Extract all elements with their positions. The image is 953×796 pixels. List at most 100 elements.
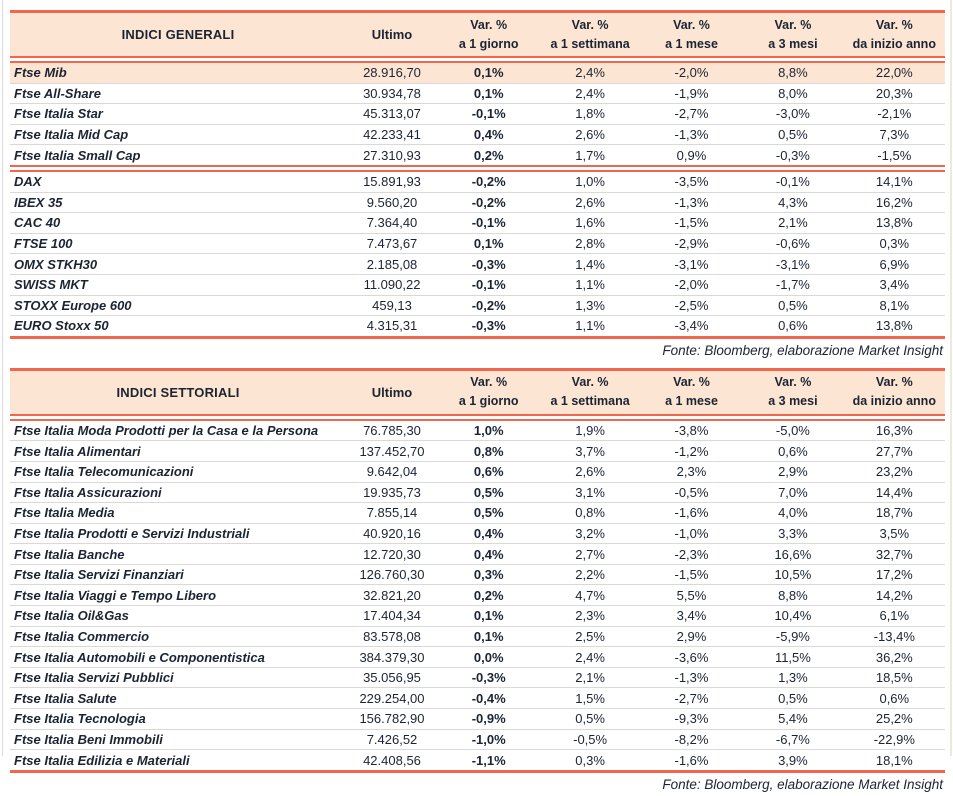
var-percent-value: 4,7% bbox=[575, 587, 605, 603]
column-header-var-1w: Var. % a 1 settimana bbox=[539, 373, 640, 411]
table-row: IBEX 35 9.560,20 -0,2% 2,6% -1,3% 4,3% 16,2% bbox=[10, 192, 945, 214]
column-header-line1: Var. % bbox=[875, 17, 913, 32]
var-percent-value: -3,1% bbox=[775, 256, 810, 272]
var-percent-value: 5,4% bbox=[778, 711, 808, 727]
var-percent-value: 1,6% bbox=[575, 215, 605, 231]
var-percent-value: 18,5% bbox=[875, 670, 913, 686]
var-percent-value: 8,8% bbox=[778, 65, 808, 81]
var-percent-value: 3,7% bbox=[575, 443, 605, 459]
table-row: Ftse Italia Beni Immobili 7.426,52 -1,0% -0… bbox=[10, 729, 945, 751]
ultimo-value: 35.056,95 bbox=[363, 670, 421, 686]
ultimo-value: 17.404,34 bbox=[363, 608, 421, 624]
ultimo-value: 40.920,16 bbox=[363, 525, 421, 541]
column-header-line1: Var. % bbox=[875, 375, 913, 390]
ultimo-value: 4.315,31 bbox=[366, 318, 418, 334]
var-percent-value: -1,6% bbox=[674, 505, 709, 521]
ultimo-value: 9.560,20 bbox=[366, 194, 418, 210]
var-percent-value: 7,0% bbox=[778, 484, 808, 500]
column-header-var-3m: Var. % a 3 mesi bbox=[742, 373, 843, 411]
index-name: EURO Stoxx 50 bbox=[14, 318, 109, 334]
index-name: DAX bbox=[14, 174, 42, 190]
var-percent-value: 0,6% bbox=[778, 443, 808, 459]
column-header-var-3m: Var. % a 3 mesi bbox=[742, 16, 843, 54]
ultimo-value: 15.891,93 bbox=[363, 174, 421, 190]
var-percent-value: -3,8% bbox=[674, 423, 709, 439]
var-percent-value: 0,1% bbox=[473, 236, 504, 252]
var-percent-value: 0,2% bbox=[473, 587, 504, 603]
var-percent-value: -2,0% bbox=[674, 65, 709, 81]
var-percent-value: 4,3% bbox=[778, 194, 808, 210]
var-percent-value: -1,3% bbox=[674, 127, 709, 143]
index-name: Ftse Italia Commercio bbox=[14, 628, 150, 644]
var-percent-value: 6,9% bbox=[879, 256, 910, 272]
table-row: Ftse Italia Commercio 83.578,08 0,1% 2,5% 2,… bbox=[10, 626, 945, 648]
index-name: Ftse Italia Star bbox=[14, 106, 103, 122]
var-percent-value: 5,5% bbox=[676, 587, 707, 603]
column-header-line1: Var. % bbox=[774, 375, 812, 390]
table-row: Ftse Italia Mid Cap 42.233,41 0,4% 2,6% -1,3… bbox=[10, 124, 945, 146]
var-percent-value: 8,0% bbox=[778, 85, 808, 101]
var-percent-value: -2,7% bbox=[674, 106, 709, 122]
var-percent-value: 3,5% bbox=[879, 525, 910, 541]
table-row: Ftse Italia Servizi Finanziari 126.760,30… bbox=[10, 564, 945, 586]
table-row: Ftse Italia Small Cap 27.310,93 0,2% 1,7% 0,… bbox=[10, 145, 945, 165]
ultimo-value: 7.855,14 bbox=[366, 505, 418, 521]
var-percent-value: 0,5% bbox=[778, 127, 808, 143]
index-name: STOXX Europe 600 bbox=[14, 297, 132, 313]
var-percent-value: 13,8% bbox=[875, 215, 913, 231]
index-name: Ftse Italia Salute bbox=[14, 690, 117, 706]
ultimo-value: 156.782,90 bbox=[359, 711, 425, 727]
var-percent-value: 0,2% bbox=[473, 147, 504, 163]
table-row: Ftse Italia Telecomunicazioni 9.642,04 0,6… bbox=[10, 461, 945, 483]
column-header-line1: Var. % bbox=[470, 375, 508, 390]
table-body: Ftse Mib 28.916,70 0,1% 2,4% -2,0% 8,8% 22,0% F… bbox=[10, 63, 945, 336]
var-percent-value: -1,2% bbox=[674, 443, 709, 459]
var-percent-value: 2,7% bbox=[575, 546, 605, 562]
ultimo-value: 45.313,07 bbox=[363, 106, 421, 122]
var-percent-value: 14,4% bbox=[875, 484, 913, 500]
var-percent-value: 27,7% bbox=[875, 443, 913, 459]
column-header-ultimo: Ultimo bbox=[371, 384, 413, 400]
var-percent-value: 8,8% bbox=[778, 587, 808, 603]
ultimo-value: 137.452,70 bbox=[359, 443, 425, 459]
var-percent-value: 23,2% bbox=[875, 464, 913, 480]
table-bottom-rule bbox=[10, 335, 945, 339]
table-row: Ftse Mib 28.916,70 0,1% 2,4% -2,0% 8,8% 22,0% bbox=[10, 63, 945, 84]
column-header-line2: da inizio anno bbox=[852, 36, 936, 51]
var-percent-value: 22,0% bbox=[875, 65, 913, 81]
var-percent-value: -0,3% bbox=[471, 318, 506, 334]
var-percent-value: -2,0% bbox=[674, 277, 709, 293]
var-percent-value: 1,7% bbox=[575, 147, 605, 163]
table-row: EURO Stoxx 50 4.315,31 -0,3% 1,1% -3,4% 0,6% 1… bbox=[10, 316, 945, 336]
var-percent-value: 16,6% bbox=[774, 546, 812, 562]
source-attribution: Fonte: Bloomberg, elaborazione Market In… bbox=[662, 342, 943, 358]
var-percent-value: 4,0% bbox=[778, 505, 808, 521]
var-percent-value: 2,1% bbox=[778, 215, 808, 231]
table-row: Ftse Italia Salute 229.254,00 -0,4% 1,5% -2,… bbox=[10, 688, 945, 710]
var-percent-value: 17,2% bbox=[875, 567, 913, 583]
column-header-var-1w: Var. % a 1 settimana bbox=[539, 16, 640, 54]
var-percent-value: -0,1% bbox=[471, 215, 506, 231]
column-header-var-1m: Var. % a 1 mese bbox=[641, 16, 742, 54]
index-name: Ftse Italia Edilizia e Materiali bbox=[14, 752, 190, 768]
var-percent-value: 0,8% bbox=[473, 443, 504, 459]
var-percent-value: -0,5% bbox=[573, 731, 608, 747]
var-percent-value: 1,1% bbox=[575, 318, 605, 334]
index-name: Ftse Italia Oil&Gas bbox=[14, 608, 129, 624]
table-row: Ftse Italia Banche 12.720,30 0,4% 2,7% -2,3%… bbox=[10, 544, 945, 565]
table-top-rule bbox=[10, 10, 945, 13]
var-percent-value: -0,1% bbox=[471, 277, 506, 293]
index-name: Ftse Italia Media bbox=[14, 505, 115, 521]
var-percent-value: 1,0% bbox=[575, 174, 605, 190]
ultimo-value: 42.233,41 bbox=[363, 127, 421, 143]
var-percent-value: 1,5% bbox=[575, 690, 605, 706]
var-percent-value: 1,1% bbox=[575, 277, 605, 293]
var-percent-value: 1,8% bbox=[575, 106, 605, 122]
var-percent-value: -3,1% bbox=[674, 256, 709, 272]
table-header-row: INDICI GENERALI Ultimo Var. % a 1 giorno… bbox=[10, 13, 945, 56]
var-percent-value: -3,4% bbox=[674, 318, 709, 334]
var-percent-value: -9,3% bbox=[674, 711, 709, 727]
column-header-line2: a 1 giorno bbox=[458, 36, 519, 51]
var-percent-value: -5,9% bbox=[775, 628, 810, 644]
var-percent-value: 2,6% bbox=[575, 127, 605, 143]
